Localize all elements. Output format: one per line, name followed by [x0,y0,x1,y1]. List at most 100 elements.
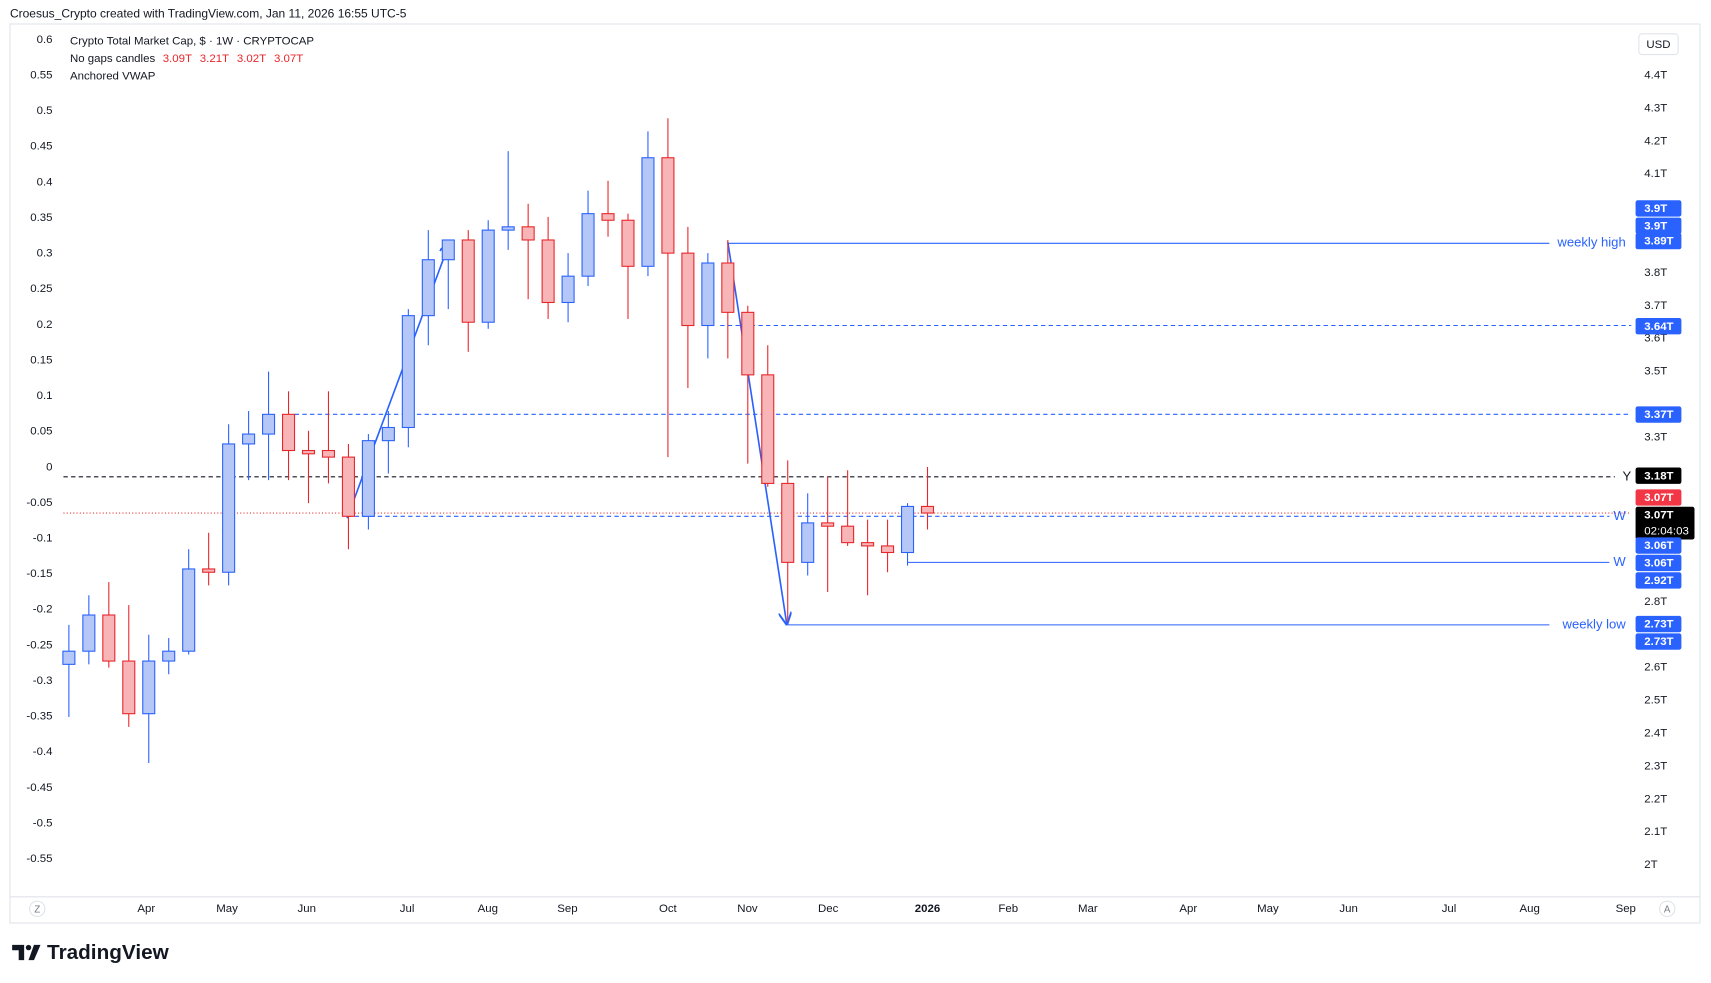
chart-frame [9,23,1701,924]
candle-body [481,229,495,323]
price-label-box [1635,615,1682,633]
x-tick-label: Apr [1179,903,1197,915]
brand-name: TradingView [47,941,170,964]
price-label-box [1635,406,1682,423]
x-tick-label: Sep [1616,903,1636,915]
indicator-name: Anchored VWAP [70,70,156,82]
candle-body [341,456,355,517]
zoom-label[interactable]: Z [34,904,40,915]
x-tick-label: Feb [998,903,1018,915]
price-label-box [1635,554,1682,572]
candle-body [681,252,695,327]
candle-body [82,614,96,652]
level-label: W [1613,554,1626,569]
zoom-button[interactable] [29,900,46,917]
y2-tick-label: -0.25 [26,639,52,651]
candle-body [601,213,615,221]
candle-body [361,440,375,517]
y2-tick-label: 0.45 [30,141,52,153]
candle-body [781,482,795,563]
candle-body [102,614,116,662]
x-tick-label: Jul [400,903,415,915]
price-label-box [1635,506,1695,540]
y2-tick-label: -0.15 [26,568,52,580]
x-tick-label: Jun [1339,903,1357,915]
y2-tick-label: -0.35 [26,711,52,723]
y2-tick-label: 0.05 [30,426,52,438]
legend-ohlc-value: 3.07T [274,53,303,65]
candle-body [242,433,256,445]
legend-ohlc-value: 3.09T [163,53,192,65]
candle-body [900,505,915,554]
price-label-box [1635,318,1682,335]
candle-body [162,650,176,662]
x-tick-label: Jul [1442,903,1457,915]
y-tick-label: 3.3T [1644,431,1667,443]
candle-body [421,259,435,317]
price-label-box [1635,537,1682,554]
y2-tick-label: -0.4 [33,746,53,758]
x-tick-label: Aug [478,903,498,915]
y2-tick-label: 0.55 [30,70,52,82]
price-label: 3.06T [1644,540,1673,552]
candle-body [521,226,535,241]
chart-subtitle: No gaps candles [70,53,155,65]
y2-tick-label: -0.2 [33,604,53,616]
y2-tick-label: 0 [46,461,52,473]
y-tick-label: 4.3T [1644,102,1667,114]
y2-tick-label: -0.5 [33,817,53,829]
y2-tick-label: 0.1 [37,390,53,402]
y-tick-label: 4.4T [1644,70,1667,82]
price-label: 2.92T [1644,575,1673,587]
y-tick-label: 4.1T [1644,168,1667,180]
candle-body [321,449,336,458]
candle-body [881,545,895,554]
candle-body [821,522,835,527]
price-label: 3.07T [1644,510,1673,522]
candle-body [182,568,196,652]
candle-body [641,157,655,267]
y-tick-label: 2.3T [1644,760,1667,772]
y2-tick-label: -0.3 [33,675,53,687]
brand-logo [12,944,41,961]
x-tick-label: Nov [737,903,758,915]
level-label: W [1613,508,1626,523]
candle-body [202,568,216,573]
candle-body [461,239,475,323]
y-tick-label: 2.5T [1644,695,1667,707]
auto-scale-button[interactable] [1659,900,1676,917]
y-tick-label: 2.2T [1644,793,1667,805]
candle-body [441,239,455,261]
y-tick-label: 3.5T [1644,366,1667,378]
y-tick-label: 3.7T [1644,300,1667,312]
y-tick-label: 2.8T [1644,596,1667,608]
y2-tick-label: -0.05 [26,497,52,509]
candle-body [301,449,316,455]
price-label: 3.64T [1644,321,1673,333]
y-tick-label: 2.4T [1644,727,1667,739]
currency-label[interactable]: USD [1646,39,1670,51]
price-label: 3.06T [1644,558,1673,570]
price-label: 3.89T [1644,236,1673,248]
candle-body [741,311,755,376]
y2-tick-label: -0.55 [26,853,52,865]
currency-button[interactable] [1638,33,1679,56]
price-label-box [1635,467,1682,484]
candle-body [701,262,715,327]
candle-body [621,219,635,267]
level-label: weekly high [1556,235,1625,250]
y-tick-label: 4.2T [1644,135,1667,147]
y2-tick-label: -0.1 [33,533,53,545]
candle-body [801,522,815,563]
candle-body [841,525,855,544]
legend-ohlc-value: 3.21T [200,53,229,65]
auto-scale-label[interactable]: A [1664,904,1671,915]
y-tick-label: 2T [1644,859,1657,871]
y2-tick-label: 0.5 [37,105,53,117]
price-label: 2.73T [1644,636,1673,648]
attribution: Croesus_Crypto created with TradingView.… [10,6,407,20]
y2-tick-label: 0.6 [37,34,53,46]
level-label: Y [1622,468,1631,483]
candle-body [501,226,515,231]
